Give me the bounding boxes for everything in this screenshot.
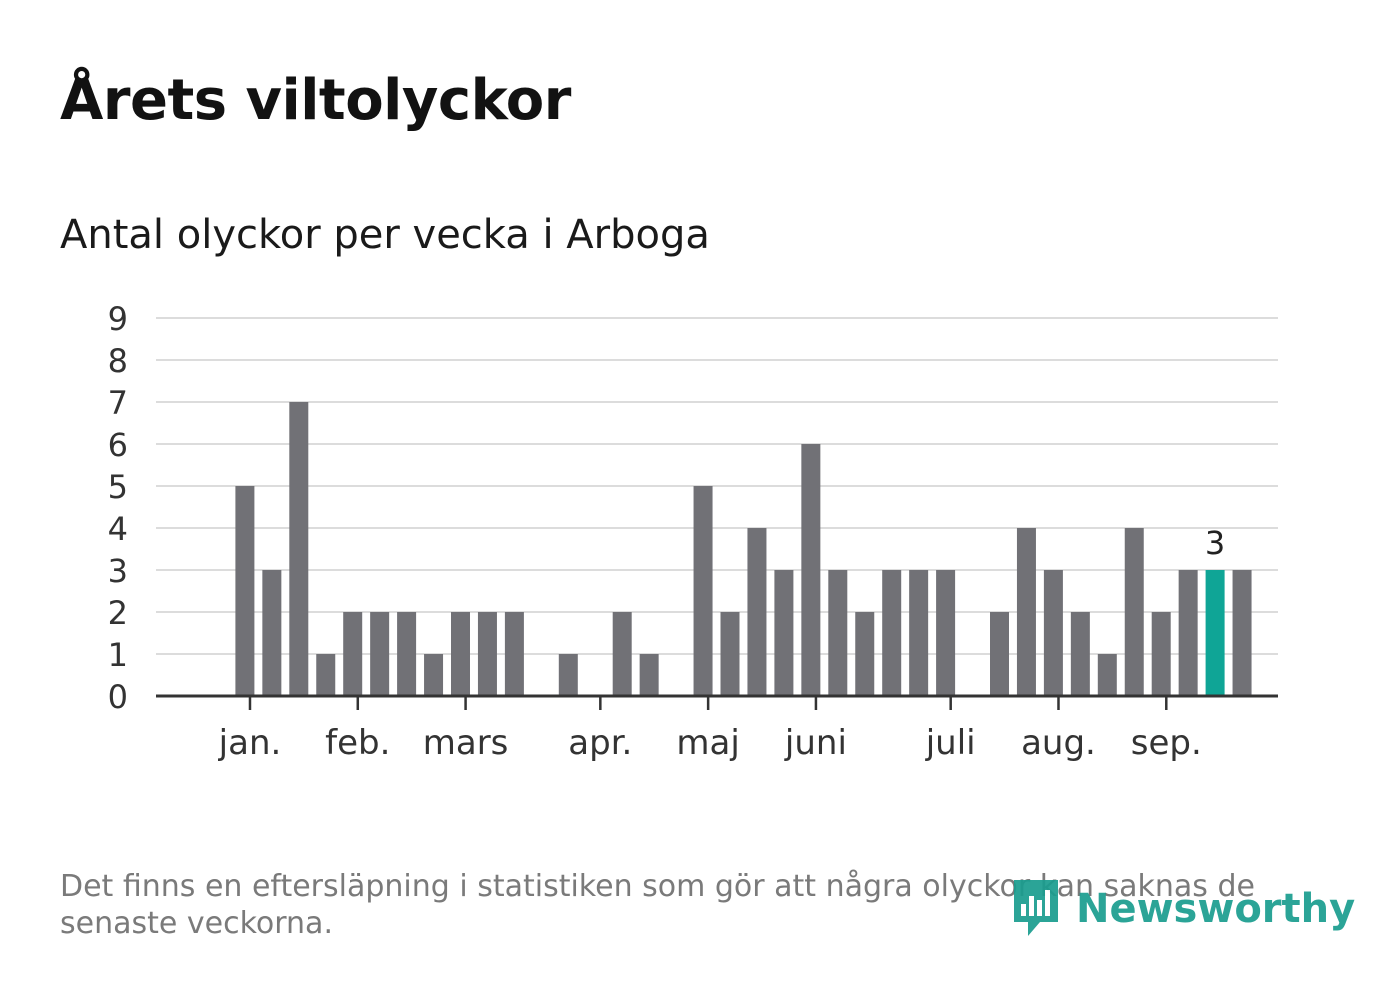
bar (747, 528, 767, 696)
gridlines (156, 317, 1278, 655)
bar (828, 570, 848, 696)
bar (990, 612, 1009, 696)
x-axis-ticks: jan. feb. mars apr. maj juni juli aug. sep. (218, 696, 1202, 763)
x-tick-label: apr. (568, 723, 632, 763)
bar-chart: 0 1 2 3 4 5 6 7 8 9 jan. feb. mars apr. maj juni juli au… (108, 300, 1278, 763)
bar (477, 612, 497, 696)
bar (262, 570, 282, 696)
x-tick-label: juni (784, 723, 847, 763)
bar (693, 486, 713, 696)
bar (1151, 612, 1171, 696)
bars (235, 402, 1252, 696)
bar (343, 612, 363, 696)
y-tick-label: 7 (108, 384, 128, 422)
y-axis-ticks: 0 1 2 3 4 5 6 7 8 9 (108, 300, 128, 716)
y-tick-label: 9 (108, 300, 128, 338)
bar (801, 444, 821, 696)
bar (451, 612, 470, 696)
y-tick-label: 2 (108, 594, 128, 632)
bar (370, 612, 390, 696)
x-tick-label: sep. (1131, 723, 1202, 763)
bar (424, 654, 444, 696)
x-tick-label: aug. (1021, 723, 1096, 763)
newsworthy-logo-icon (1014, 880, 1058, 936)
newsworthy-logo: Newsworthy (1010, 878, 1355, 940)
y-tick-label: 6 (108, 426, 128, 464)
bar (1124, 528, 1144, 696)
y-tick-label: 3 (108, 552, 128, 590)
bar (316, 654, 336, 696)
bar (855, 612, 875, 696)
y-tick-label: 0 (108, 678, 128, 716)
bar (639, 654, 659, 696)
bar (558, 654, 578, 696)
x-tick-label: feb. (325, 723, 390, 763)
bar (235, 486, 255, 696)
bar (1070, 612, 1090, 696)
y-tick-label: 1 (108, 636, 128, 674)
y-tick-label: 8 (108, 342, 128, 380)
bar (909, 570, 929, 696)
x-tick-label: mars (423, 723, 509, 763)
bar (1043, 570, 1063, 696)
bar (936, 570, 956, 696)
y-tick-label: 4 (108, 510, 128, 548)
bar (1097, 654, 1117, 696)
chart-title: Årets viltolyckor (60, 68, 571, 133)
data-labels: 3 (1205, 524, 1225, 562)
bar (774, 570, 794, 696)
bar (1016, 528, 1036, 696)
bar-highlighted (1205, 570, 1225, 696)
bar (1232, 570, 1252, 696)
bar (882, 570, 902, 696)
bar (504, 612, 524, 696)
x-tick-label: juli (925, 723, 976, 763)
chart-subtitle: Antal olyckor per vecka i Arboga (60, 212, 710, 258)
bar (720, 612, 740, 696)
x-tick-label: jan. (218, 723, 282, 763)
bar (289, 402, 309, 696)
x-tick-label: maj (676, 723, 739, 763)
bar (397, 612, 417, 696)
data-label: 3 (1205, 524, 1225, 562)
bar (612, 612, 632, 696)
logo-text: Newsworthy (1076, 886, 1356, 932)
bar (1178, 570, 1198, 696)
y-tick-label: 5 (108, 468, 128, 506)
